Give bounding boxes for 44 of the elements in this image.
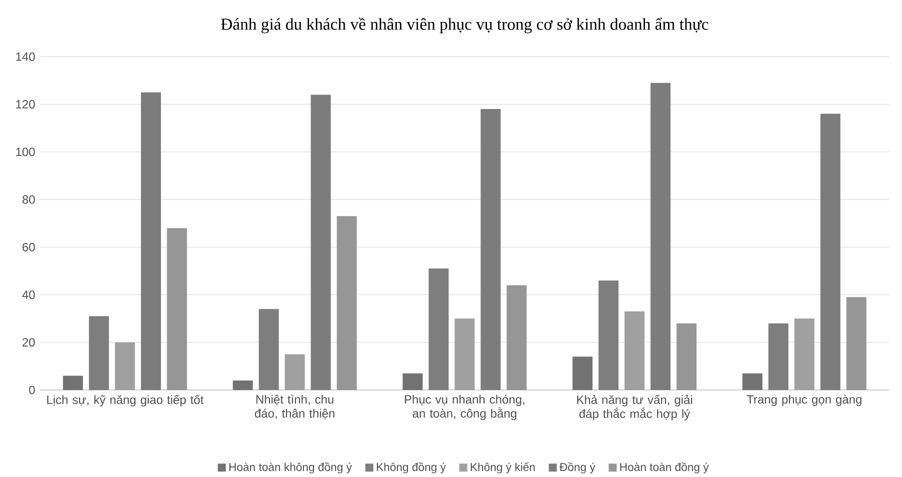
bar: [624, 311, 645, 390]
y-tick-label: 100: [16, 148, 35, 156]
y-tick-label: 40: [22, 290, 35, 300]
legend-label: Hoàn toàn không đồng ý: [229, 462, 352, 474]
bar: [768, 323, 788, 390]
x-tick-label: Trang phục gọn gàng: [746, 394, 862, 406]
bar: [846, 297, 866, 390]
x-tick-label: Khả năng tư vấn, giải đáp thắc mắc hợp lý: [577, 394, 692, 420]
bar: [480, 109, 501, 390]
bar: [572, 356, 593, 390]
bar: [284, 354, 305, 390]
bar: [794, 318, 814, 390]
y-tick-label: 80: [22, 195, 35, 204]
bar: [166, 228, 187, 390]
bar: [598, 280, 619, 390]
bar: [310, 94, 331, 390]
y-tick-label: 120: [16, 100, 35, 109]
y-tick-label: 0: [29, 386, 35, 394]
bar: [428, 268, 449, 390]
legend-label: Không ý kiến: [470, 462, 535, 474]
bar: [676, 323, 697, 390]
bar: [402, 373, 423, 390]
bar: [336, 216, 357, 390]
legend-label: Hoàn toàn đồng ý: [620, 462, 709, 474]
x-tick-label: Nhiệt tình, chu đáo, thân thiện: [254, 394, 334, 420]
bar: [88, 316, 109, 390]
bar: [114, 342, 135, 390]
y-tick-label: 20: [22, 338, 35, 347]
bar: [140, 92, 161, 390]
bar: [454, 318, 475, 390]
bar: [742, 373, 762, 390]
x-tick-label: Lịch sự, kỹ năng giao tiếp tốt: [47, 394, 204, 406]
bar: [506, 285, 527, 390]
x-tick-label: Phục vụ nhanh chóng, an toàn, công bằng: [404, 394, 524, 420]
bar: [650, 82, 671, 390]
bar: [258, 309, 279, 390]
bar: [820, 114, 840, 390]
legend-label: Không đồng ý: [376, 462, 446, 474]
y-tick-label: 60: [22, 242, 35, 252]
legend-label: Đồng ý: [560, 462, 596, 474]
bar: [232, 380, 253, 390]
bar: [62, 376, 83, 390]
y-tick-label: 140: [16, 52, 35, 61]
chart-title: Đánh giá du khách về nhân viên phục vụ trong cơ sở kinh doanh ẩm thực: [221, 18, 708, 34]
